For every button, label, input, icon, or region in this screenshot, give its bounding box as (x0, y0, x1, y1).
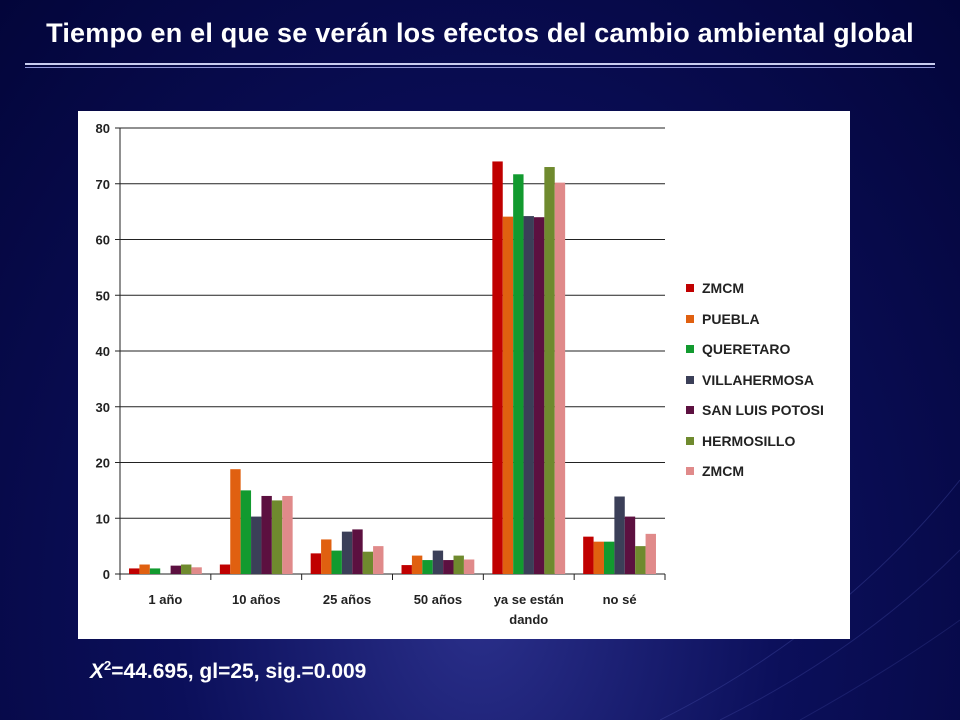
bar (593, 541, 604, 574)
bar (271, 500, 283, 574)
bar (443, 560, 454, 574)
y-tick-label: 50 (96, 288, 110, 303)
bar (533, 217, 545, 574)
legend-swatch (686, 284, 694, 293)
legend-swatch (686, 436, 694, 445)
bar (341, 531, 353, 574)
chart-legend: ZMCM PUEBLA QUERETARO VILLAHERMOSA SAN LUIS … (686, 273, 824, 487)
y-tick-label: 10 (96, 511, 110, 526)
bar (219, 564, 231, 574)
y-tick-label: 40 (96, 344, 110, 359)
bar (614, 496, 625, 574)
legend-label: SAN LUIS POTOSI (702, 402, 824, 419)
bar (603, 541, 615, 574)
legend-swatch (686, 345, 694, 354)
bar (373, 546, 384, 574)
stat-exponent: 2 (104, 658, 112, 673)
bar (463, 559, 475, 574)
y-tick-label: 60 (96, 233, 110, 248)
legend-item: QUERETARO (686, 334, 824, 365)
bar (170, 565, 182, 574)
chi-square-statistic: X2=44.695, gl=25, sig.=0.009 (90, 658, 367, 684)
bar (191, 567, 202, 574)
page-title: Tiempo en el que se verán los efectos de… (46, 18, 914, 48)
legend-item: PUEBLA (686, 304, 824, 335)
y-tick-label: 0 (103, 567, 110, 582)
bar (352, 529, 363, 574)
bar (624, 516, 636, 574)
stat-symbol: X (90, 660, 105, 683)
legend-item: VILLAHERMOSA (686, 365, 824, 396)
legend-item: HERMOSILLO (686, 426, 824, 457)
bar (362, 551, 374, 574)
bar (261, 495, 272, 574)
bar (422, 560, 433, 574)
bar (432, 550, 444, 574)
bar (129, 568, 140, 574)
legend-item: ZMCM (686, 273, 824, 304)
legend-label: HERMOSILLO (702, 432, 796, 449)
legend-label: PUEBLA (702, 310, 760, 327)
chart-panel: 0 10 20 30 40 50 60 70 80 1 año 10 años 25 años 50 a… (78, 111, 850, 639)
bar (635, 546, 646, 574)
bar (544, 167, 555, 574)
bar (492, 161, 503, 574)
bar (523, 216, 534, 574)
legend-item: ZMCM (686, 456, 824, 487)
legend-label: ZMCM (702, 463, 744, 480)
bar (321, 539, 332, 574)
bar (554, 182, 566, 574)
bar (181, 564, 192, 574)
legend-swatch (686, 467, 694, 476)
bar (139, 564, 150, 574)
bar (331, 550, 342, 574)
title-underline-thin (25, 67, 935, 68)
bar (502, 216, 514, 574)
bar (513, 174, 524, 574)
bar (282, 495, 293, 574)
stat-text: =44.695, gl=25, sig.=0.009 (111, 660, 367, 683)
x-tick-label: 50 años (414, 592, 462, 607)
bar (251, 516, 262, 574)
bar (645, 533, 656, 574)
legend-label: ZMCM (702, 280, 744, 297)
legend-label: QUERETARO (702, 341, 791, 358)
x-tick-label: ya se están (494, 592, 564, 607)
y-tick-label: 70 (96, 177, 110, 192)
legend-label: VILLAHERMOSA (702, 371, 814, 388)
x-tick-label: dando (509, 612, 548, 627)
x-tick-label: 1 año (148, 592, 182, 607)
bar (401, 565, 412, 574)
x-tick-label: 25 años (323, 592, 371, 607)
y-tick-label: 80 (96, 121, 110, 136)
bar (240, 490, 252, 574)
legend-swatch (686, 314, 694, 323)
y-tick-label: 20 (96, 456, 110, 471)
bar (310, 553, 322, 574)
bar (583, 536, 594, 574)
legend-item: SAN LUIS POTOSI (686, 395, 824, 426)
bar (453, 555, 464, 574)
bar (411, 555, 423, 574)
legend-swatch (686, 375, 694, 384)
title-underline (25, 63, 935, 65)
legend-swatch (686, 406, 694, 415)
x-tick-label: 10 años (232, 592, 280, 607)
x-tick-label: no sé (603, 592, 637, 607)
bar-chart: 0 10 20 30 40 50 60 70 80 1 año 10 años 25 años 50 a… (96, 121, 666, 627)
y-tick-label: 30 (96, 400, 110, 415)
bar (149, 568, 161, 574)
bar (230, 469, 241, 574)
